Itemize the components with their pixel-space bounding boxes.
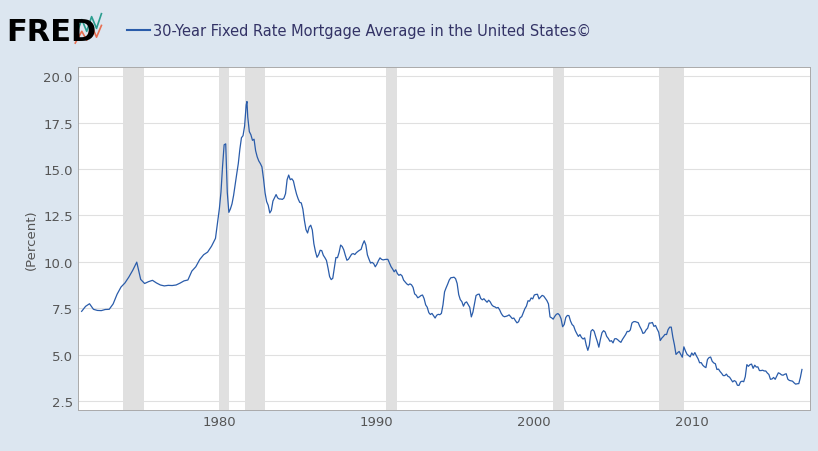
- Bar: [124, 68, 144, 410]
- Bar: [245, 68, 265, 410]
- Text: 30-Year Fixed Rate Mortgage Average in the United States©: 30-Year Fixed Rate Mortgage Average in t…: [153, 23, 591, 39]
- Bar: [219, 68, 229, 410]
- Bar: [658, 68, 684, 410]
- Bar: [553, 68, 564, 410]
- Text: FRED: FRED: [7, 18, 97, 47]
- Y-axis label: (Percent): (Percent): [25, 209, 38, 269]
- Bar: [386, 68, 398, 410]
